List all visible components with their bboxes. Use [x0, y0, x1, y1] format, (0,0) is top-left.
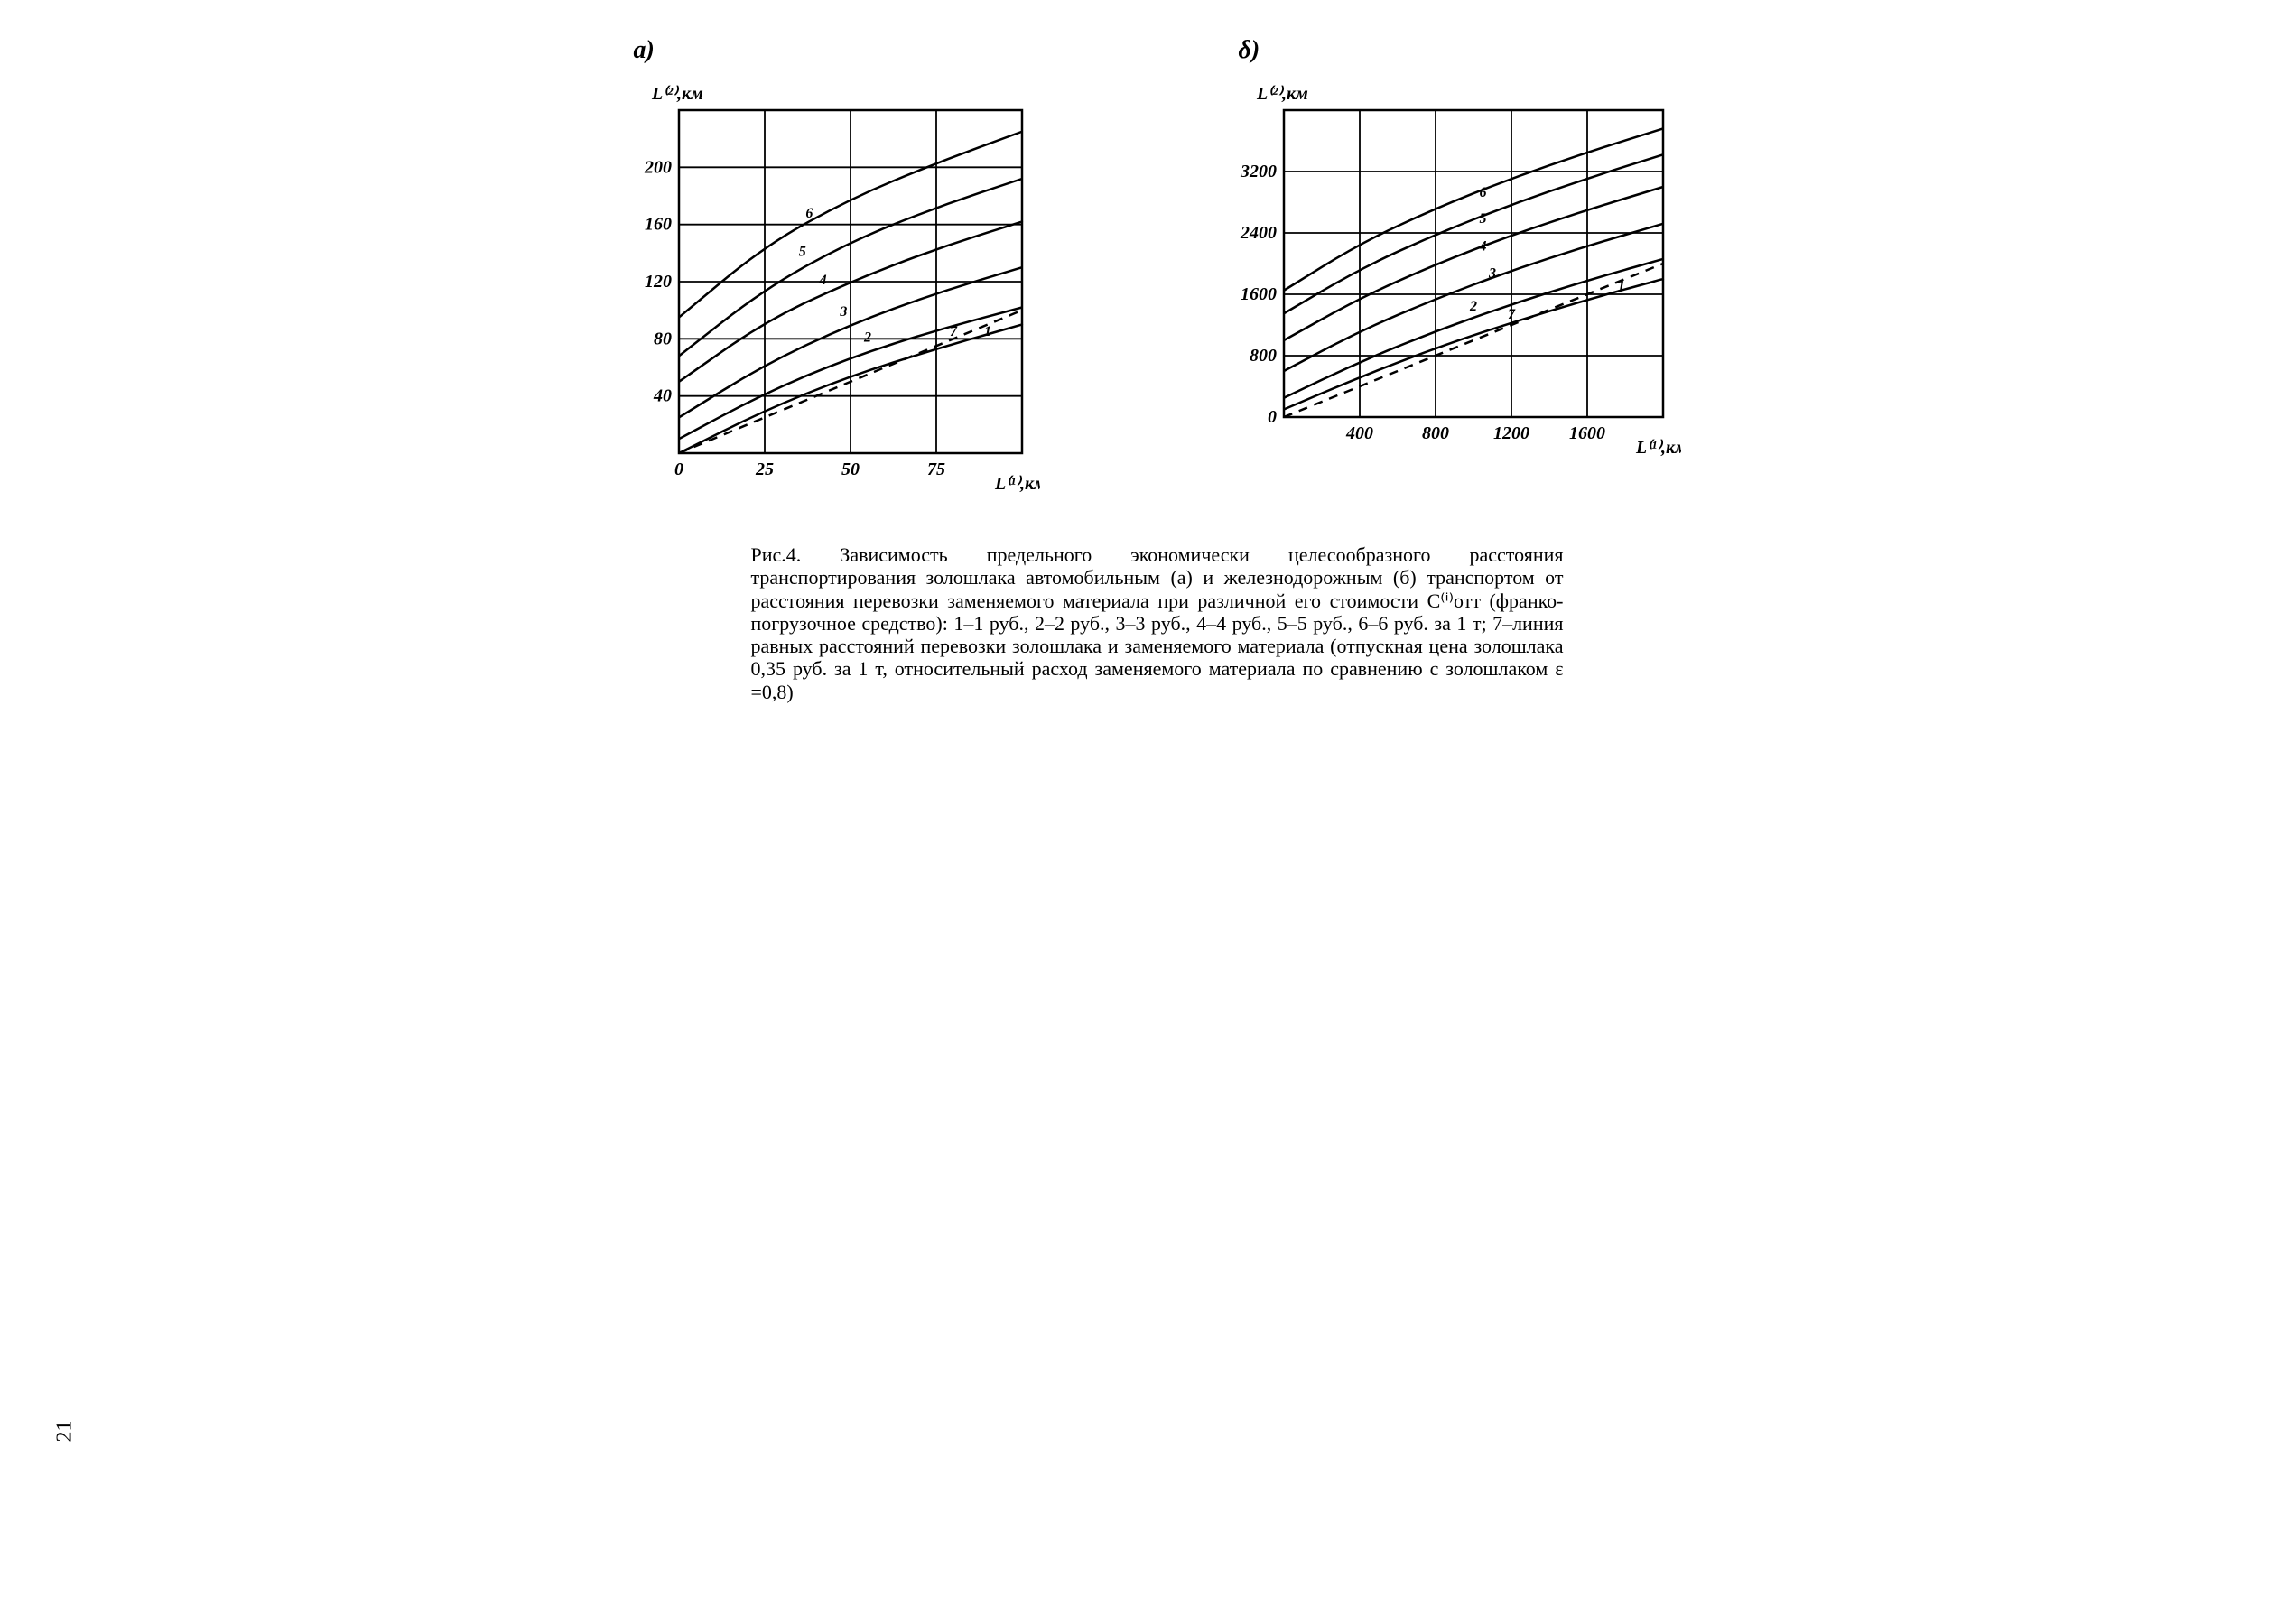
svg-text:80: 80 [654, 329, 672, 348]
svg-text:5: 5 [1479, 211, 1486, 227]
svg-text:400: 400 [1345, 423, 1373, 443]
svg-text:0: 0 [674, 459, 683, 479]
svg-text:200: 200 [644, 157, 672, 177]
chart-panel-a: a) 02550754080120160200L⁽²⁾,кмL⁽¹⁾,км127… [616, 36, 1040, 507]
svg-text:4: 4 [818, 273, 826, 288]
chart-panel-b: δ) 400 800 1200 1600 0 800 1600 2400 3200 L⁽²⁾,км… [1221, 36, 1681, 471]
svg-text:3: 3 [839, 304, 847, 320]
svg-text:1200: 1200 [1493, 423, 1529, 443]
svg-text:1600: 1600 [1569, 423, 1605, 443]
svg-text:3: 3 [1488, 265, 1496, 281]
panel-a-label: a) [634, 36, 1040, 65]
svg-text:2: 2 [863, 330, 871, 346]
svg-text:L⁽²⁾,км: L⁽²⁾,км [1256, 84, 1308, 104]
page: a) 02550754080120160200L⁽²⁾,кмL⁽¹⁾,км127… [516, 36, 1780, 703]
page-number: 21 [53, 1421, 78, 1443]
svg-text:3200: 3200 [1240, 162, 1277, 181]
svg-text:2400: 2400 [1240, 223, 1277, 243]
svg-text:0: 0 [1268, 407, 1277, 427]
svg-text:L⁽¹⁾,км: L⁽¹⁾,км [1635, 438, 1681, 458]
charts-row: a) 02550754080120160200L⁽²⁾,кмL⁽¹⁾,км127… [516, 36, 1780, 507]
svg-text:L⁽¹⁾,км: L⁽¹⁾,км [994, 474, 1040, 494]
svg-text:6: 6 [1479, 185, 1486, 200]
chart-a-svg-container: 02550754080120160200L⁽²⁾,кмL⁽¹⁾,км127345… [616, 74, 1040, 507]
svg-text:6: 6 [805, 206, 813, 221]
svg-text:7: 7 [1508, 307, 1516, 322]
svg-text:4: 4 [1478, 239, 1486, 255]
svg-text:5: 5 [798, 245, 805, 260]
svg-text:800: 800 [1422, 423, 1449, 443]
figure-caption: Рис.4. Зависимость предельного экономиче… [751, 543, 1564, 703]
svg-text:7: 7 [950, 324, 958, 339]
svg-text:1600: 1600 [1241, 284, 1277, 304]
svg-text:120: 120 [645, 272, 672, 292]
svg-text:L⁽²⁾,км: L⁽²⁾,км [651, 84, 703, 104]
svg-text:50: 50 [841, 459, 860, 479]
chart-b-svg-container: 400 800 1200 1600 0 800 1600 2400 3200 L⁽²⁾,км L⁽¹… [1221, 74, 1681, 471]
panel-b-label: δ) [1239, 36, 1681, 65]
svg-text:25: 25 [755, 459, 774, 479]
svg-text:75: 75 [927, 459, 945, 479]
svg-text:2: 2 [1469, 299, 1477, 314]
svg-text:160: 160 [645, 215, 672, 235]
svg-text:40: 40 [653, 386, 672, 406]
svg-text:800: 800 [1250, 346, 1277, 366]
